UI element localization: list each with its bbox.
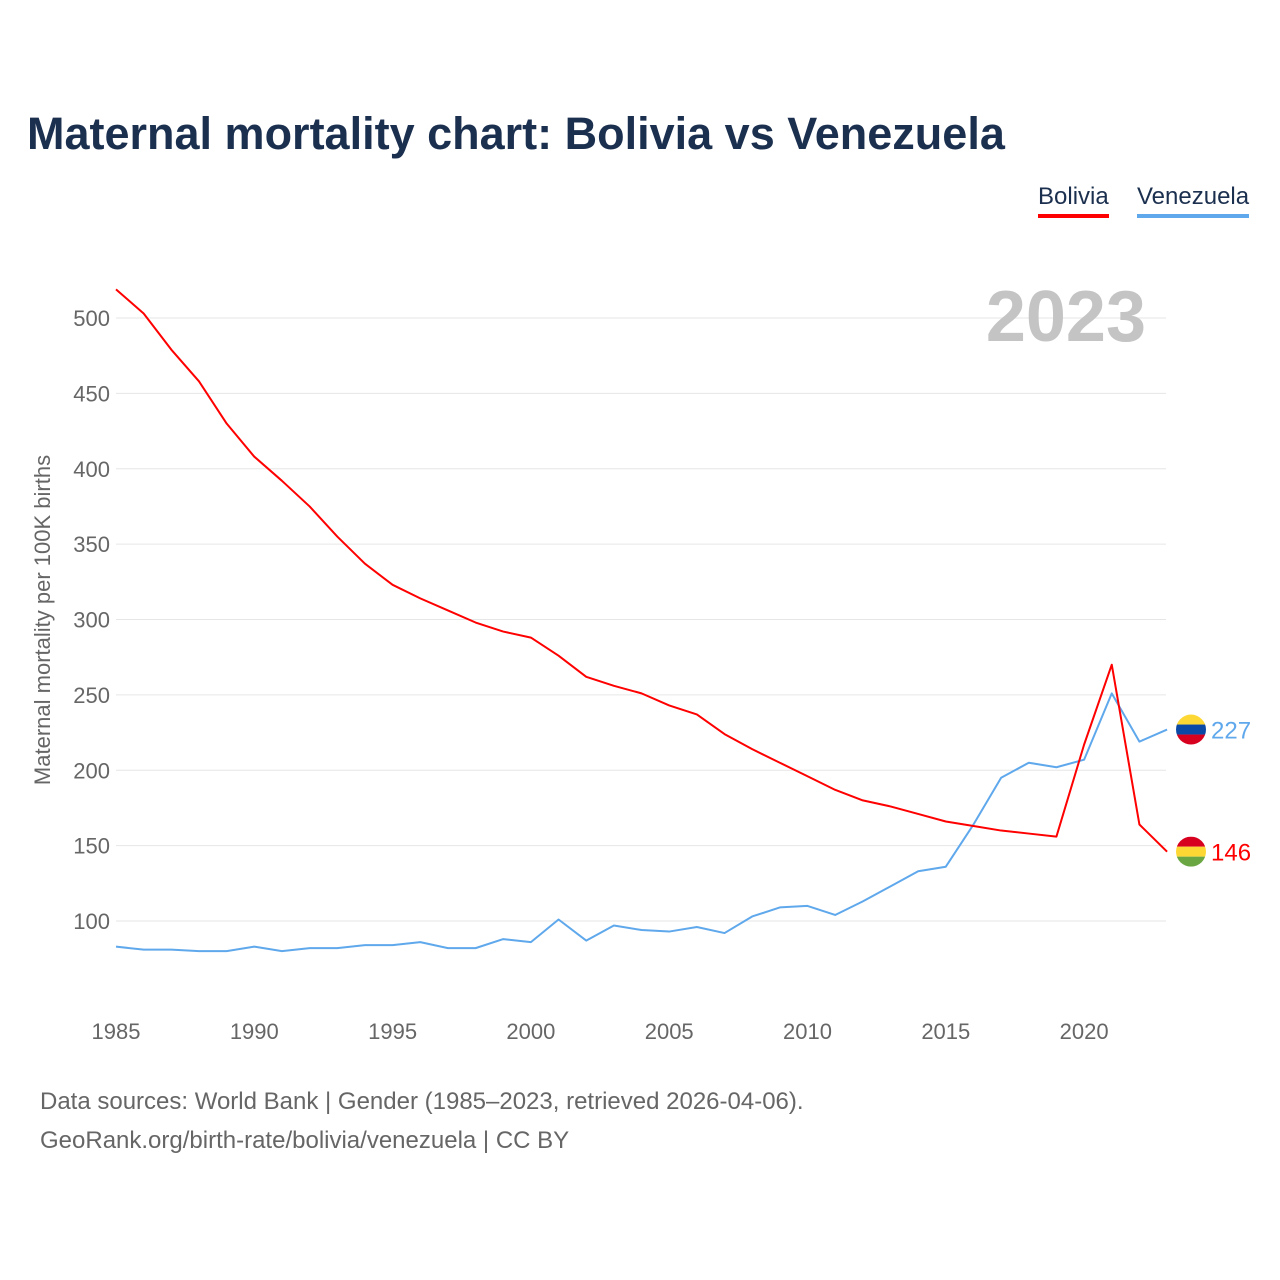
flag-stripe	[1176, 856, 1206, 867]
flag-stripe	[1176, 846, 1206, 857]
year-watermark: 2023	[986, 277, 1146, 357]
x-tick-label: 2015	[921, 1019, 970, 1044]
x-tick-label: 1990	[230, 1019, 279, 1044]
y-tick-label: 400	[73, 457, 110, 482]
flag-stripe	[1176, 714, 1206, 725]
x-tick-label: 2005	[645, 1019, 694, 1044]
series-line-bolivia	[115, 288, 1168, 853]
y-tick-label: 450	[73, 381, 110, 406]
chart-title: Maternal mortality chart: Bolivia vs Ven…	[27, 108, 1005, 159]
footer-credit: GeoRank.org/birth-rate/bolivia/venezuela…	[40, 1127, 570, 1154]
end-value-label: 227	[1211, 718, 1251, 745]
y-tick-label: 200	[73, 758, 110, 783]
footer-sources: Data sources: World Bank | Gender (1985–…	[40, 1088, 804, 1115]
x-tick-label: 2020	[1060, 1019, 1109, 1044]
end-marker-venezuela: 227	[1176, 714, 1251, 745]
y-tick-label: 300	[73, 608, 110, 633]
x-tick-label: 2000	[506, 1019, 555, 1044]
x-tick-label: 2010	[783, 1019, 832, 1044]
y-tick-label: 150	[73, 834, 110, 859]
y-tick-label: 350	[73, 532, 110, 557]
x-tick-label: 1985	[92, 1019, 141, 1044]
flag-stripe	[1176, 724, 1206, 735]
bolivia-flag-icon	[1176, 836, 1206, 867]
venezuela-flag-icon	[1176, 714, 1206, 745]
legend-bolivia[interactable]: Bolivia	[1038, 183, 1109, 218]
series-line-venezuela	[115, 692, 1168, 953]
y-axis-label: Maternal mortality per 100K births	[30, 455, 55, 785]
y-tick-label: 100	[73, 909, 110, 934]
flag-stripe	[1176, 734, 1206, 745]
y-tick-label: 250	[73, 683, 110, 708]
end-value-label: 146	[1211, 840, 1251, 867]
flag-stripe	[1176, 836, 1206, 847]
legend-venezuela[interactable]: Venezuela	[1137, 183, 1250, 218]
x-tick-label: 1995	[368, 1019, 417, 1044]
y-tick-label: 500	[73, 306, 110, 331]
end-marker-bolivia: 146	[1176, 836, 1251, 867]
